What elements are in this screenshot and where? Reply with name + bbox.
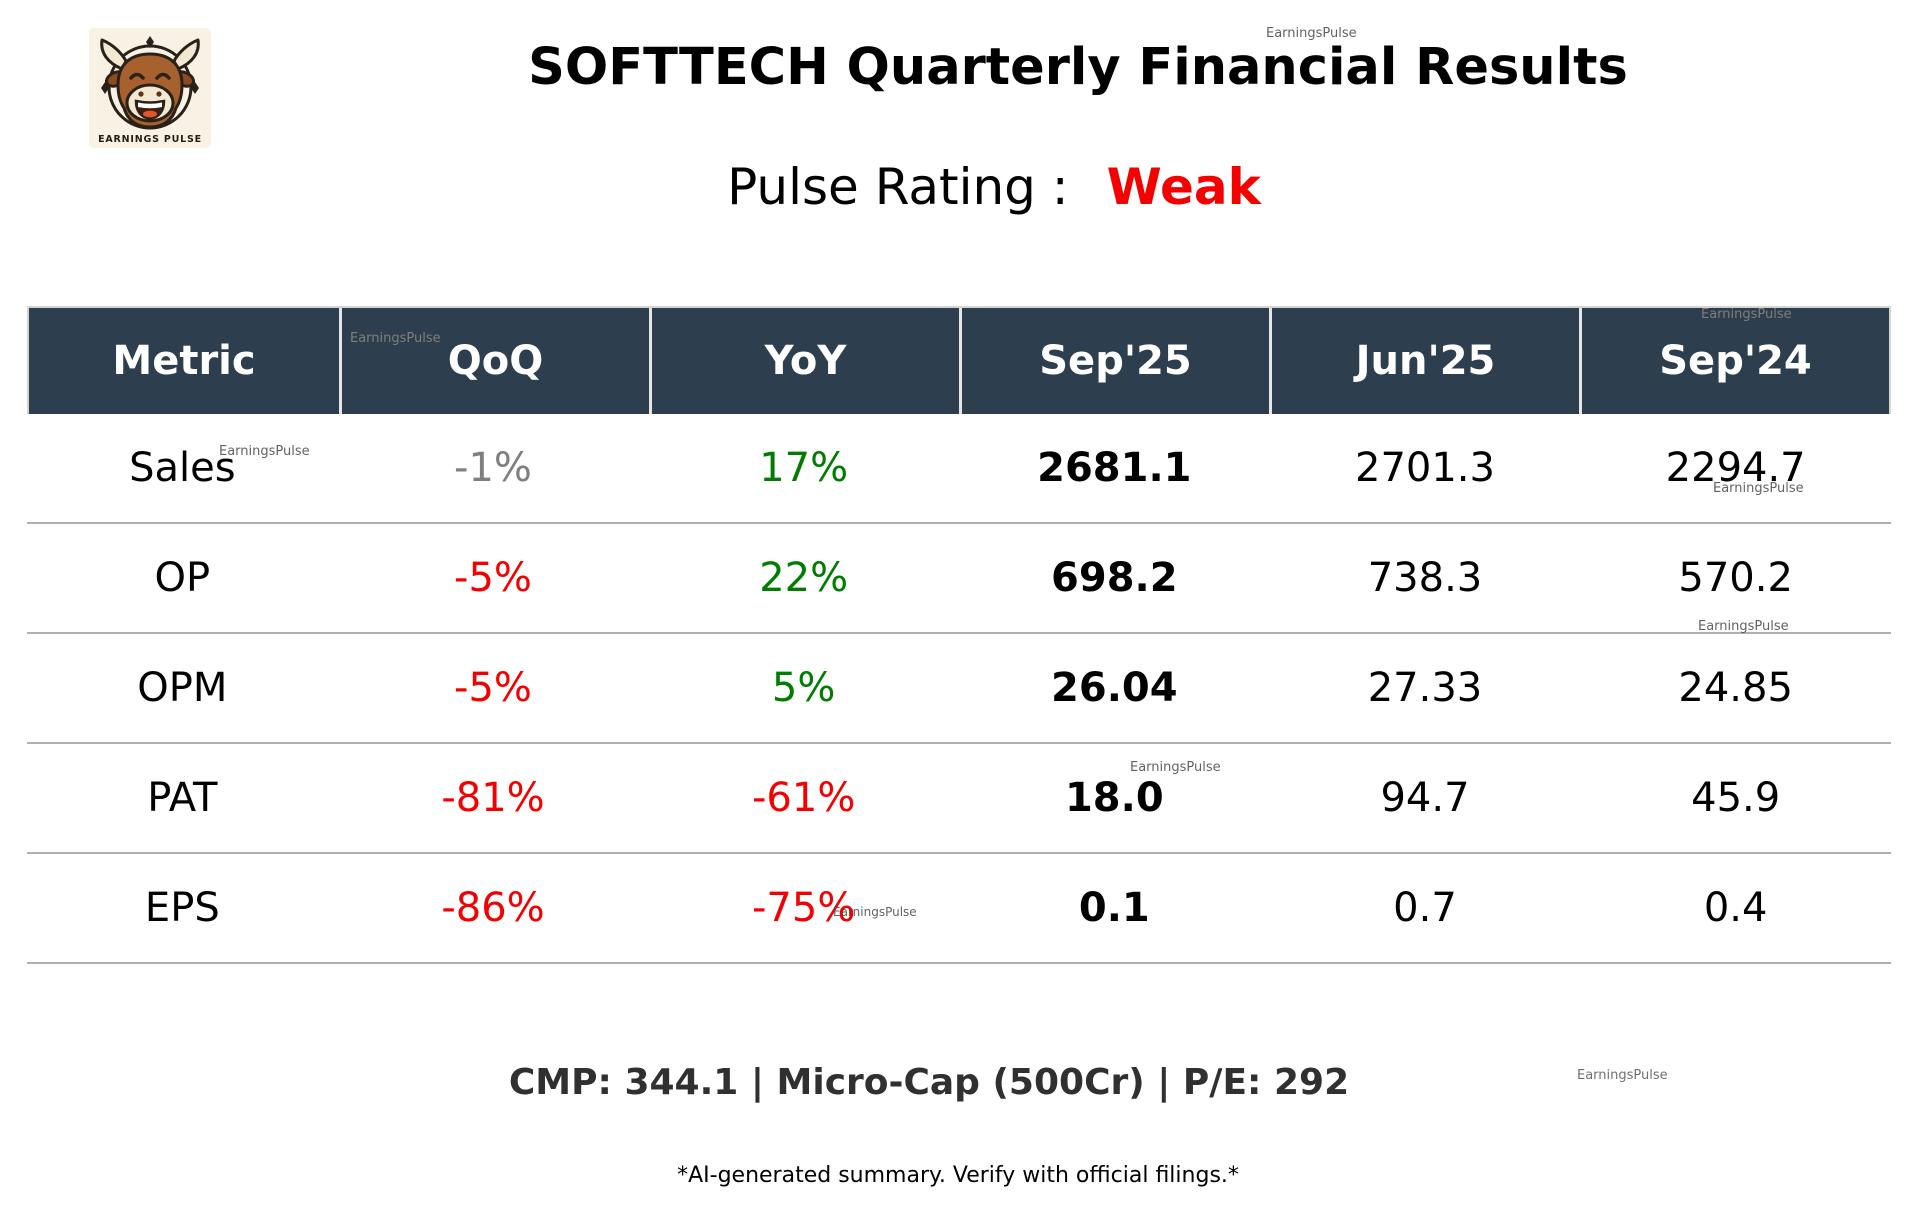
- table-row-pat: PAT -81% -61% 18.0 94.7 45.9: [27, 744, 1891, 854]
- pulse-rating-value: Weak: [1106, 158, 1261, 216]
- pulse-rating: Pulse Rating : Weak: [727, 158, 1261, 216]
- column-header-sep-24: Sep'24: [1579, 308, 1889, 414]
- page-title: SOFTTECH Quarterly Financial Results: [528, 38, 1628, 97]
- cell-eps-jun-25: 0.7: [1393, 885, 1457, 931]
- watermark-earningspulse: EarningsPulse: [1701, 307, 1792, 322]
- cell-opm-metric: OPM: [137, 665, 228, 711]
- cell-eps-metric: EPS: [144, 885, 220, 931]
- pulse-rating-label: Pulse Rating :: [727, 158, 1069, 216]
- table-header-row: Metric QoQ YoY Sep'25 Jun'25 Sep'24: [27, 306, 1891, 414]
- cell-sales-metric: Sales: [129, 445, 236, 491]
- logo-wordmark: EARNINGS PULSE: [98, 134, 202, 145]
- column-header-qoq: QoQ: [339, 308, 649, 414]
- watermark-earningspulse: EarningsPulse: [1130, 760, 1221, 775]
- table-row-opm: OPM -5% 5% 26.04 27.33 24.85: [27, 634, 1891, 744]
- cell-op-yoy: 22%: [759, 555, 849, 601]
- watermark-earningspulse: EarningsPulse: [1713, 481, 1804, 496]
- cell-sales-sep-25: 2681.1: [1037, 445, 1192, 491]
- watermark-earningspulse: EarningsPulse: [1698, 619, 1789, 634]
- cell-sales-jun-25: 2701.3: [1355, 445, 1495, 491]
- bull-icon: EARNINGS PULSE: [89, 28, 211, 148]
- table-row-op: OP -5% 22% 698.2 738.3 570.2: [27, 524, 1891, 634]
- cell-op-sep-24: 570.2: [1678, 555, 1793, 601]
- valuation-summary: CMP: 344.1 | Micro-Cap (500Cr) | P/E: 29…: [508, 1062, 1350, 1103]
- column-header-jun-25: Jun'25: [1269, 308, 1579, 414]
- financials-table: Metric QoQ YoY Sep'25 Jun'25 Sep'24 Sales -1% 1…: [27, 306, 1891, 964]
- cell-sales-sep-24: 2294.7: [1665, 445, 1806, 491]
- cell-opm-sep-24: 24.85: [1678, 665, 1793, 711]
- watermark-earningspulse: EarningsPulse: [219, 444, 310, 459]
- column-header-yoy: YoY: [649, 308, 959, 414]
- cell-op-metric: OP: [154, 555, 211, 601]
- cell-pat-sep-25: 18.0: [1064, 775, 1164, 821]
- table-body: Sales -1% 17% 2681.1 2701.3 2294.7 OP -5% 22% 698…: [27, 414, 1891, 964]
- cell-op-sep-25: 698.2: [1051, 555, 1178, 601]
- column-header-metric: Metric: [112, 338, 256, 384]
- watermark-earningspulse: EarningsPulse: [1266, 26, 1357, 41]
- cell-pat-jun-25: 94.7: [1380, 775, 1470, 821]
- cell-eps-yoy: -75%: [751, 885, 856, 931]
- column-header-sep-25: Sep'25: [959, 308, 1269, 414]
- cell-pat-yoy: -61%: [751, 775, 856, 821]
- cell-eps-sep-25: 0.1: [1078, 885, 1150, 931]
- cell-pat-metric: PAT: [147, 775, 218, 821]
- earnings-pulse-logo: EARNINGS PULSE: [88, 27, 212, 149]
- cell-opm-yoy: 5%: [771, 665, 836, 711]
- cell-eps-sep-24: 0.4: [1703, 885, 1768, 931]
- cell-opm-jun-25: 27.33: [1367, 665, 1483, 711]
- cell-op-jun-25: 738.3: [1367, 555, 1483, 601]
- cell-opm-sep-25: 26.04: [1051, 665, 1178, 711]
- cell-sales-yoy: 17%: [759, 445, 849, 491]
- cell-sales-qoq: -1%: [454, 445, 532, 491]
- cell-pat-qoq: -81%: [441, 775, 545, 821]
- cell-eps-qoq: -86%: [441, 885, 545, 931]
- watermark-earningspulse: EarningsPulse: [1577, 1068, 1668, 1083]
- table-row-eps: EPS -86% -75% 0.1 0.7 0.4: [27, 854, 1891, 964]
- disclaimer-text: *AI-generated summary. Verify with offic…: [677, 1163, 1239, 1188]
- cell-pat-sep-24: 45.9: [1691, 775, 1781, 821]
- watermark-earningspulse: EarningsPulse: [350, 331, 441, 346]
- watermark-earningspulse: EarningsPulse: [833, 905, 917, 919]
- table-row-sales: Sales -1% 17% 2681.1 2701.3 2294.7: [27, 414, 1891, 524]
- cell-opm-qoq: -5%: [454, 665, 532, 711]
- cell-op-qoq: -5%: [454, 555, 532, 601]
